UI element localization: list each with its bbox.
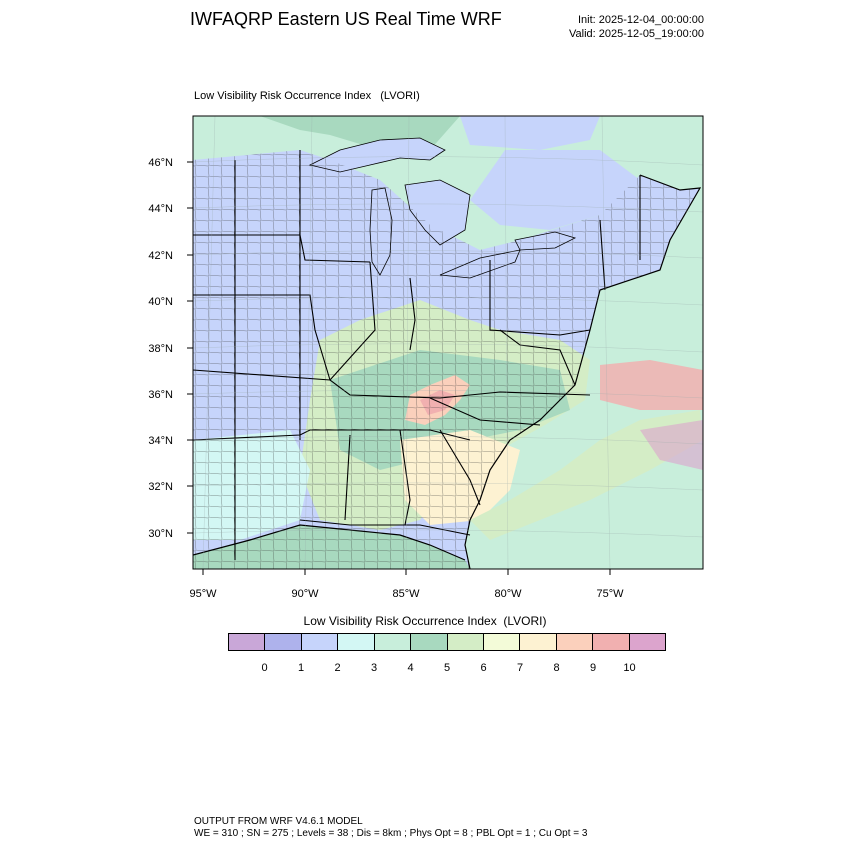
lat-label: 42°N bbox=[148, 250, 173, 262]
colorbar-swatch bbox=[265, 634, 302, 650]
page-title: IWFAQRP Eastern US Real Time WRF bbox=[190, 9, 502, 29]
colorbar-swatch bbox=[629, 634, 666, 650]
colorbar-label: 1 bbox=[297, 662, 305, 674]
lat-label: 30°N bbox=[148, 528, 173, 540]
colorbar-label: 10 bbox=[623, 662, 636, 674]
lon-label: 75°W bbox=[596, 588, 624, 600]
lon-label: 90°W bbox=[291, 588, 319, 600]
lon-label: 80°W bbox=[494, 588, 522, 600]
footer-line-2: WE = 310 ; SN = 275 ; Levels = 38 ; Dis … bbox=[194, 828, 588, 839]
colorbar-swatch bbox=[520, 634, 557, 650]
colorbar-swatch bbox=[556, 634, 594, 650]
colorbar-label: 9 bbox=[589, 662, 597, 674]
colorbar-swatch bbox=[411, 634, 448, 650]
colorbar-swatch bbox=[593, 634, 630, 650]
colorbar-title: Low Visibility Risk Occurrence Index (LV… bbox=[303, 614, 547, 628]
lat-label: 34°N bbox=[148, 435, 173, 447]
lat-label: 38°N bbox=[148, 343, 173, 355]
colorbar-label: 8 bbox=[553, 662, 560, 674]
lat-label: 44°N bbox=[148, 203, 173, 215]
model-footer: OUTPUT FROM WRF V4.6.1 MODEL WE = 310 ; … bbox=[194, 816, 587, 840]
colorbar-swatch bbox=[374, 634, 412, 650]
colorbar-label: 4 bbox=[407, 662, 414, 674]
state-borders bbox=[193, 150, 641, 560]
colorbar-swatch bbox=[301, 634, 339, 650]
lat-label: 36°N bbox=[148, 389, 173, 401]
lake-superior bbox=[308, 137, 446, 173]
lat-label: 40°N bbox=[148, 296, 173, 308]
lon-label: 95°W bbox=[189, 588, 217, 600]
lon-label: 85°W bbox=[392, 588, 420, 600]
colorbar-label: 5 bbox=[443, 662, 451, 674]
colorbar-swatch bbox=[447, 634, 484, 650]
map-field bbox=[193, 116, 703, 569]
colorbar-label: 0 bbox=[261, 662, 268, 674]
map-subtitle: Low Visibility Risk Occurrence Index (LV… bbox=[194, 90, 420, 102]
colorbar-label: 6 bbox=[480, 662, 487, 674]
colorbar-label: 7 bbox=[516, 662, 524, 674]
colorbar bbox=[228, 633, 666, 651]
colorbar-label: 3 bbox=[370, 662, 378, 674]
valid-time: Valid: 2025-12-05_19:00:00 bbox=[569, 28, 704, 40]
colorbar-swatch bbox=[483, 634, 521, 650]
map-frame bbox=[192, 115, 704, 570]
colorbar-swatch bbox=[229, 634, 266, 650]
lat-label: 32°N bbox=[148, 481, 173, 493]
colorbar-label: 2 bbox=[334, 662, 341, 674]
map-panel: 46°N 44°N 42°N 40°N 38°N 36°N 34°N 32°N … bbox=[148, 115, 704, 600]
footer-line-1: OUTPUT FROM WRF V4.6.1 MODEL bbox=[194, 816, 363, 827]
colorbar-swatch bbox=[338, 634, 375, 650]
model-times: Init: 2025-12-04_00:00:00 Valid: 2025-12… bbox=[569, 13, 704, 41]
init-time: Init: 2025-12-04_00:00:00 bbox=[578, 14, 704, 26]
lat-label: 46°N bbox=[148, 157, 173, 169]
